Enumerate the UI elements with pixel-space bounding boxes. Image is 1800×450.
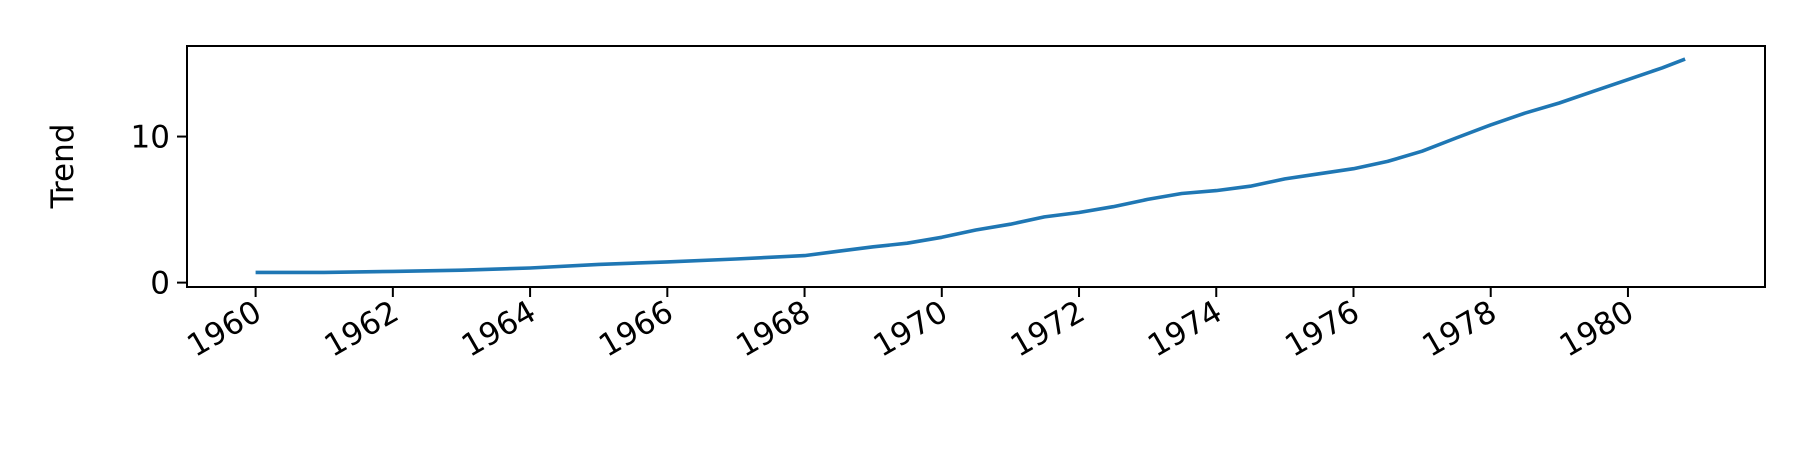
x-tick-label: 1970 — [867, 294, 953, 365]
x-tick-label: 1974 — [1142, 294, 1228, 365]
y-tick-label: 10 — [131, 120, 170, 156]
x-tick-label: 1962 — [319, 294, 405, 365]
trend-series-line — [255, 57, 1686, 275]
x-tick-label: 1964 — [456, 294, 542, 365]
y-tick-label: 0 — [150, 266, 170, 302]
x-tick-label: 1978 — [1416, 294, 1502, 365]
x-tick-label: 1968 — [730, 294, 816, 365]
plot-frame — [186, 45, 1766, 288]
plot-background — [187, 46, 1765, 287]
x-tick-label: 1960 — [181, 294, 267, 365]
x-axis-ticks: 1960 1962 1964 1966 1968 1970 1972 1974 1976 1978… — [181, 287, 1640, 364]
y-axis-title: Trend — [45, 124, 81, 210]
x-tick-label: 1976 — [1279, 294, 1365, 365]
y-axis-ticks: 0 10 — [131, 120, 187, 302]
x-tick-label: 1980 — [1554, 294, 1640, 365]
x-tick-label: 1966 — [593, 294, 679, 365]
x-tick-label: 1972 — [1005, 294, 1091, 365]
